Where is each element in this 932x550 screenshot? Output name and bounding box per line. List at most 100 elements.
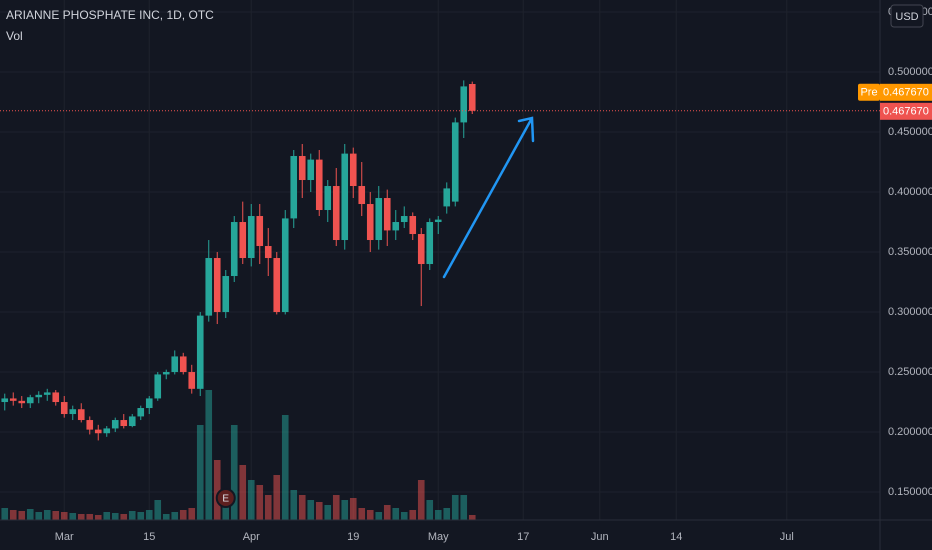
currency[interactable]: USD [895,11,918,23]
volume-bar [324,505,332,520]
volume-bar [137,512,145,520]
chart-title: ARIANNE PHOSPHATE INC, 1D, OTC [6,8,214,22]
volume-bar [341,500,349,520]
candle-body [324,186,332,211]
y-tick-label: 0.200000 [888,426,932,438]
arrow-drawing [442,116,535,279]
candle-body [35,394,43,398]
candle-body [417,234,425,265]
volume-bar [162,514,170,520]
x-tick-label: Mar [55,531,74,543]
y-tick-label: 0.250000 [888,366,932,378]
volume-bar [60,512,68,520]
candle-body [222,276,230,313]
volume-bar [103,512,111,520]
volume-bar [264,495,272,520]
candle-body [205,258,213,316]
y-tick-label: 0.500000 [888,66,932,78]
candle-body [230,222,238,277]
candle-body [179,356,187,373]
pre-price-tag [880,83,932,101]
volume-bar [179,510,187,520]
candle-body [451,122,459,202]
candle-body [307,159,315,181]
candle-body [1,398,9,403]
volume-bar [315,502,323,520]
candle-body [392,222,400,231]
x-tick-label: May [428,531,449,543]
x-tick-label: Jul [780,531,794,543]
candle-body [290,156,298,219]
candle-body [298,156,306,181]
candle-body [137,408,145,417]
last-price-label: 0.467670 [883,106,929,118]
volume-bar [281,415,289,520]
candles: E [1,80,476,508]
candle-body [154,374,162,399]
volume-bar [128,511,136,520]
volume-bar [426,500,434,520]
candle-body [213,258,221,313]
volume-bar [307,500,315,520]
pre-tag-bg [858,83,880,101]
volume-bar [451,495,459,520]
volume-bar [256,485,264,520]
volume-bar [69,513,77,520]
candle-body [443,188,451,207]
candle-body [375,198,383,241]
candle-body [52,392,60,403]
volume-bar [230,425,238,520]
volume-bar [171,512,179,520]
candle-body [94,429,102,434]
x-tick-label: 17 [517,531,529,543]
volume-bar [332,495,340,520]
x-tick-label: 14 [670,531,682,543]
volume-bar [409,510,417,520]
candle-body [162,372,170,375]
volume-bar [77,514,85,520]
candle-body [86,420,94,430]
candle-body [426,222,434,265]
candle-body [349,153,357,187]
candle-body [273,258,281,313]
candle-body [341,153,349,241]
volume-bar [468,515,476,520]
pre-tag-label: Pre [860,87,877,99]
volume-bar [239,465,247,520]
volume-bar [392,508,400,520]
candle-body [171,356,179,373]
candle-body [26,397,34,404]
volume-bar [154,500,162,520]
volume-label: Vol [6,29,23,43]
volume-bar [94,515,102,520]
volume-bar [35,512,43,520]
y-tick-label: 0.350000 [888,246,932,258]
volume-bar [247,480,255,520]
y-tick-label: 0.150000 [888,486,932,498]
volume-bar [290,490,298,520]
candle-body [128,416,136,427]
volume-bar [358,508,366,520]
pre-price-label: 0.467670 [883,87,929,99]
volume-bar [273,475,281,520]
volume-bar [145,510,153,520]
candle-body [239,222,247,259]
volume-bar [349,498,357,520]
candle-body [196,315,204,389]
volume-bar [213,460,221,520]
candle-body [188,372,196,389]
candle-body [264,246,272,259]
y-tick-label: 0.300000 [888,306,932,318]
volume-bar [222,505,230,520]
volume-bar [434,510,442,520]
volume-bar [120,514,128,520]
candle-body [332,186,340,241]
volume-bar [400,512,408,520]
candle-body [468,84,476,111]
x-tick-label: 19 [347,531,359,543]
y-tick-label: 0.400000 [888,186,932,198]
candle-body [69,409,77,415]
currency-box[interactable] [890,4,924,28]
candle-body [383,198,391,231]
volume-bar [52,511,60,520]
